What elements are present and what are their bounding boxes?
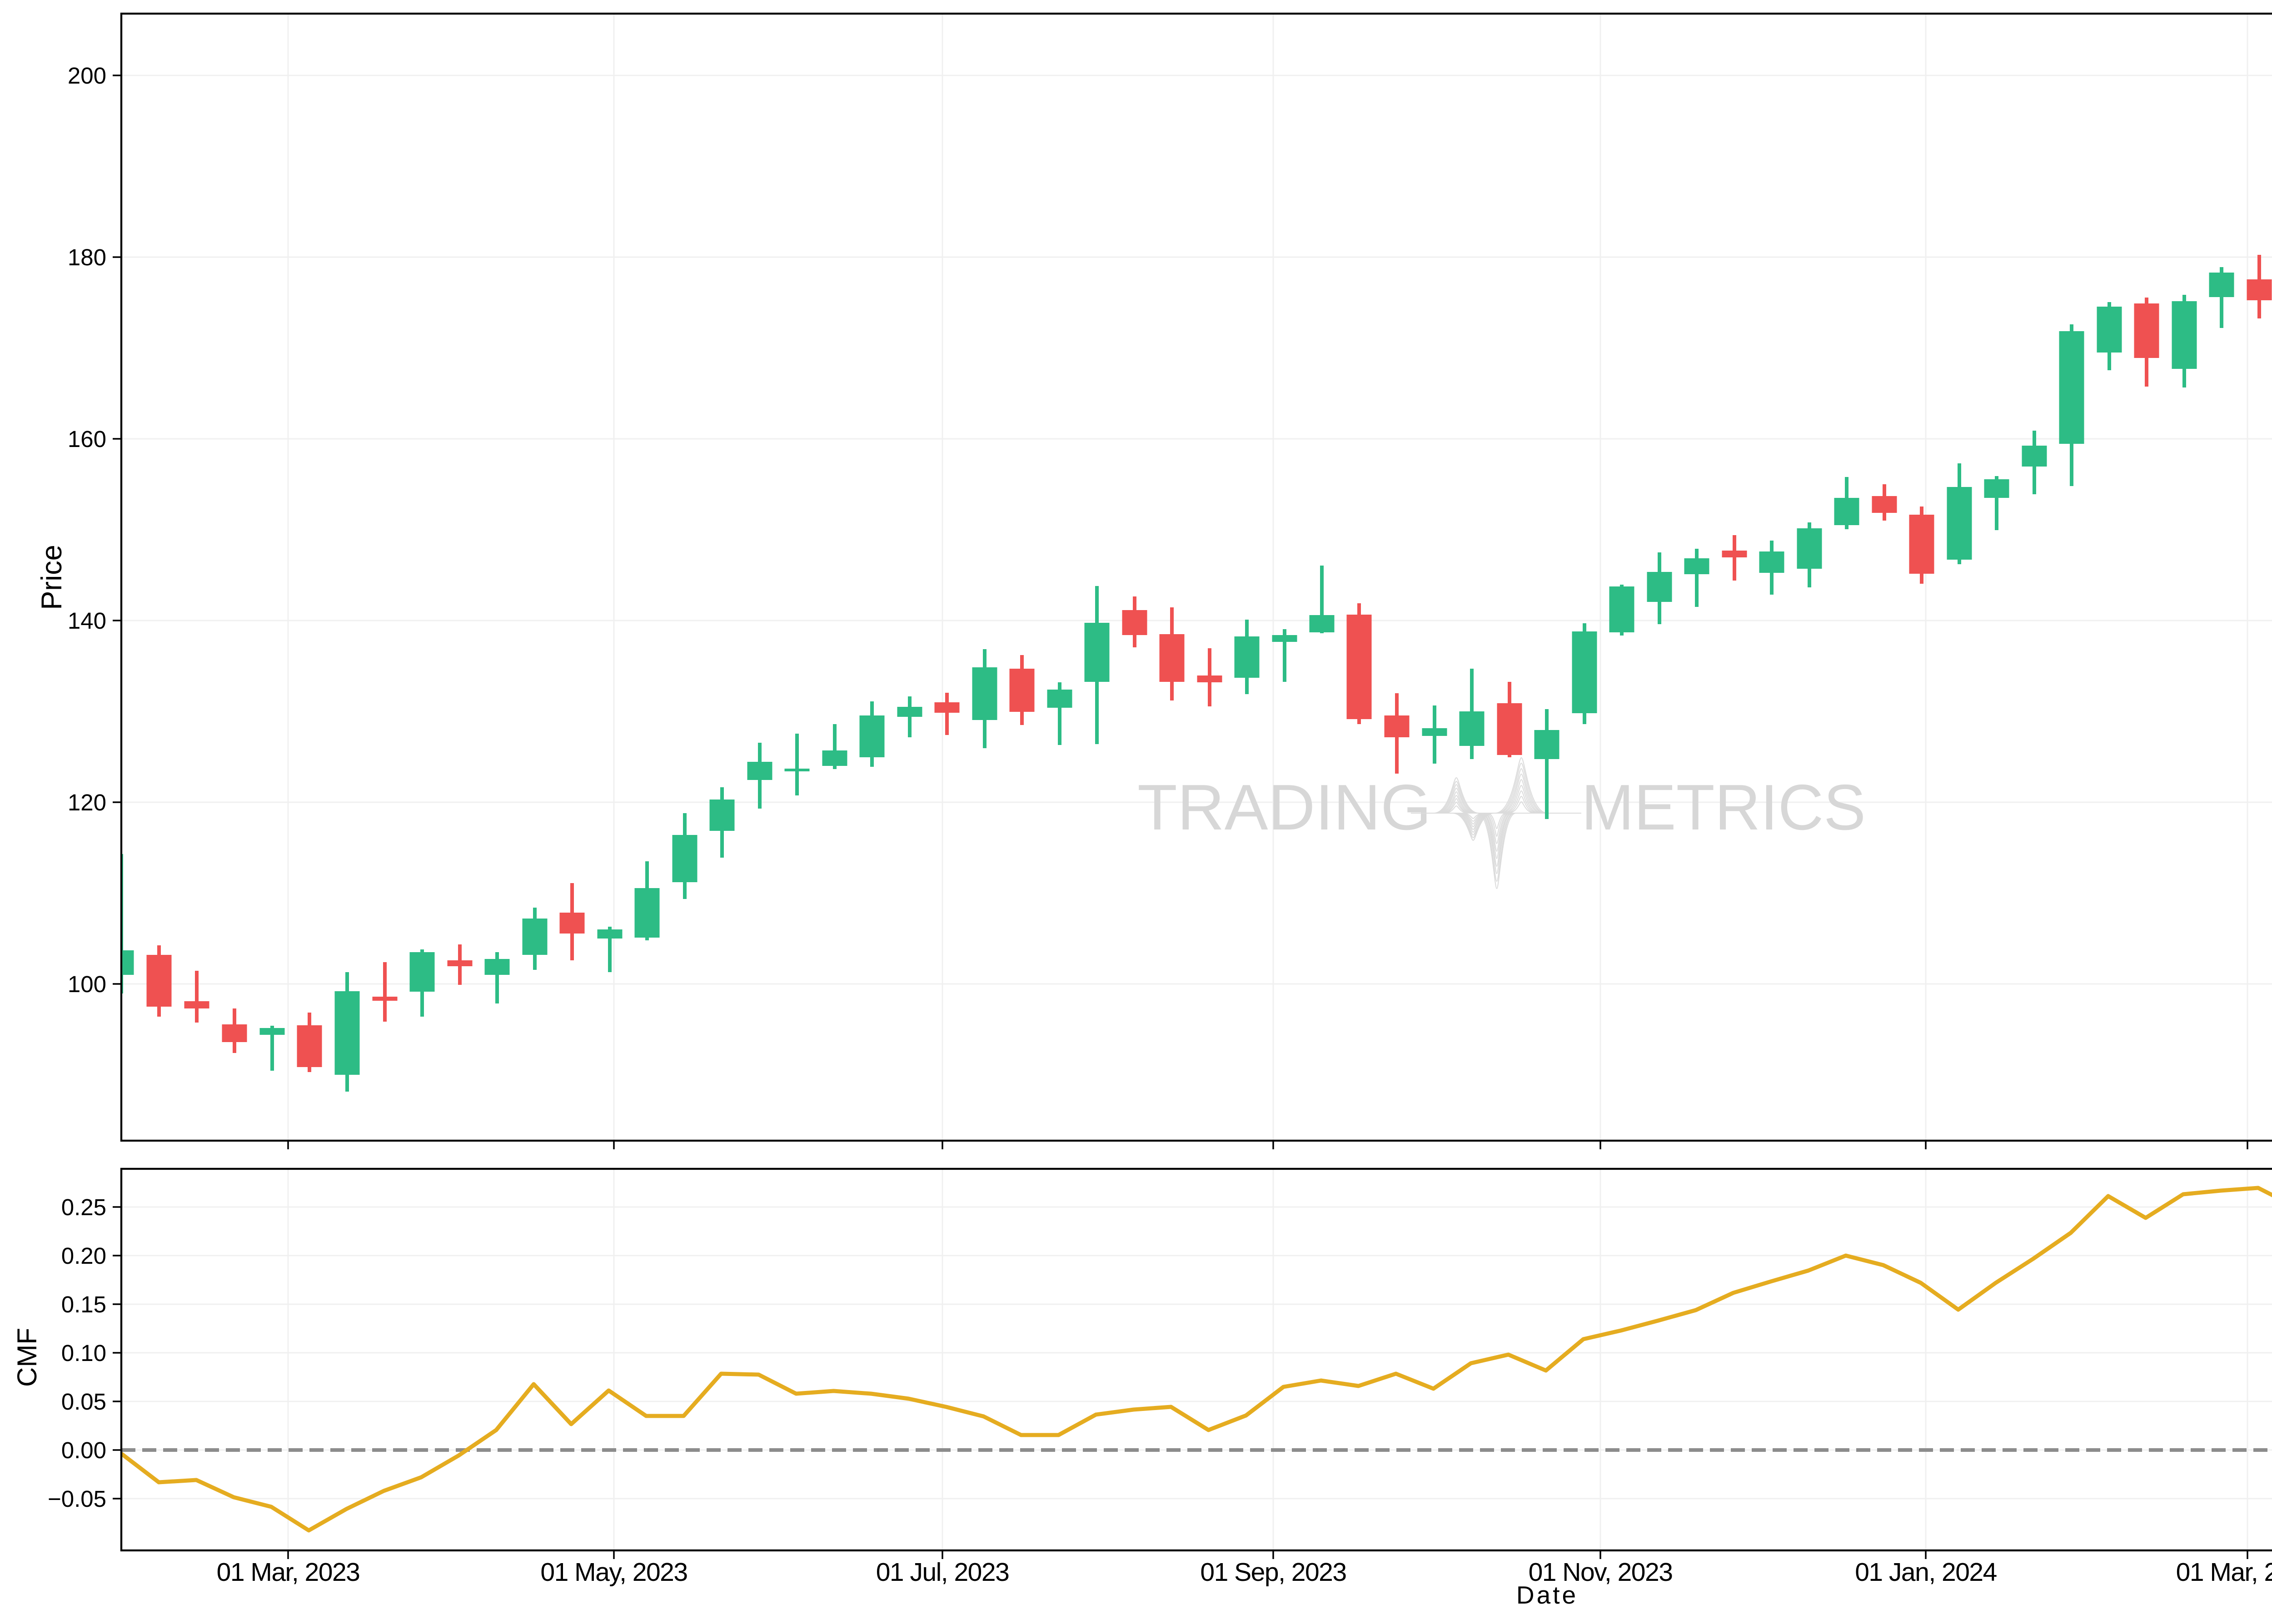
svg-text:CMF: CMF [12, 1328, 42, 1387]
svg-text:01 May, 2023: 01 May, 2023 [540, 1558, 687, 1587]
svg-text:TRADING: TRADING [1137, 771, 1431, 844]
svg-text:0.00: 0.00 [61, 1437, 106, 1463]
svg-text:01 Jul, 2023: 01 Jul, 2023 [876, 1558, 1009, 1587]
svg-text:200: 200 [68, 63, 106, 89]
svg-text:120: 120 [68, 790, 106, 815]
svg-text:0.20: 0.20 [61, 1243, 106, 1269]
svg-text:01 Mar, 2024: 01 Mar, 2024 [2176, 1558, 2272, 1587]
svg-text:180: 180 [68, 244, 106, 270]
svg-text:−0.05: −0.05 [48, 1486, 106, 1512]
svg-text:140: 140 [68, 608, 106, 634]
svg-text:Price: Price [36, 545, 68, 610]
svg-text:01 Jan, 2024: 01 Jan, 2024 [1855, 1558, 1997, 1587]
svg-text:0.10: 0.10 [61, 1340, 106, 1366]
svg-text:Date: Date [1516, 1581, 1578, 1609]
svg-text:100: 100 [68, 971, 106, 997]
svg-text:01 Sep, 2023: 01 Sep, 2023 [1200, 1558, 1346, 1587]
svg-text:METRICS: METRICS [1581, 771, 1866, 844]
svg-text:0.05: 0.05 [61, 1389, 106, 1415]
svg-text:160: 160 [68, 426, 106, 452]
svg-text:0.25: 0.25 [61, 1194, 106, 1220]
svg-text:01 Mar, 2023: 01 Mar, 2023 [217, 1558, 360, 1587]
svg-text:0.15: 0.15 [61, 1291, 106, 1317]
svg-text:01 Nov, 2023: 01 Nov, 2023 [1529, 1558, 1673, 1587]
